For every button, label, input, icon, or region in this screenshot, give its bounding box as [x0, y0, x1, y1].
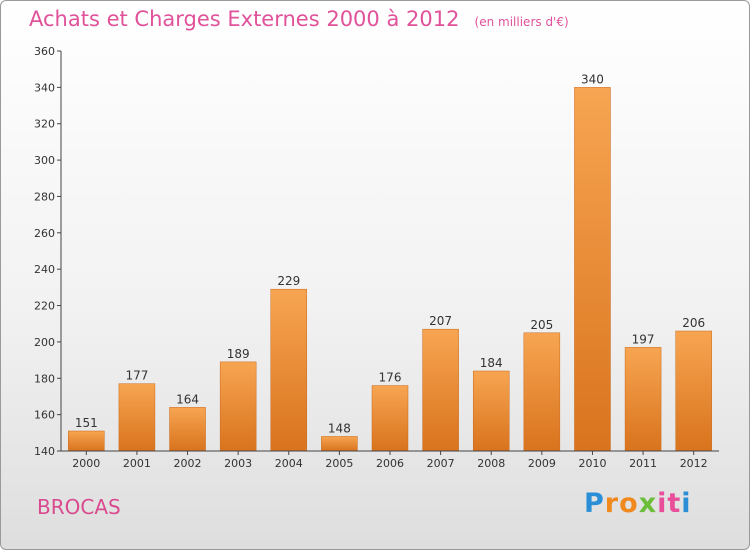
data-label: 229	[277, 274, 300, 288]
y-tick-label: 300	[34, 154, 55, 167]
logo-letter: r	[604, 488, 620, 519]
x-tick-label: 2010	[578, 457, 606, 470]
proxiti-logo: Proxiti	[584, 488, 692, 519]
x-tick-label: 2008	[477, 457, 505, 470]
y-tick-label: 220	[34, 300, 55, 313]
bar	[422, 328, 459, 452]
bar	[321, 436, 358, 452]
chart-title: Achats et Charges Externes 2000 à 2012	[29, 7, 460, 31]
data-label: 189	[227, 347, 250, 361]
x-tick-label: 2005	[325, 457, 353, 470]
bar	[219, 361, 257, 452]
x-tick-label: 2012	[680, 457, 708, 470]
data-label: 206	[682, 316, 705, 330]
data-label: 177	[125, 369, 148, 383]
y-tick-label: 260	[34, 227, 55, 240]
logo-letter: o	[619, 488, 639, 519]
bar	[523, 332, 561, 452]
data-label: 164	[176, 392, 199, 406]
logo-letter: t	[667, 488, 682, 519]
bar	[169, 407, 206, 452]
data-label: 340	[581, 72, 604, 86]
logo-letter: x	[638, 488, 658, 519]
x-tick-label: 2011	[629, 457, 657, 470]
bar-series	[68, 87, 712, 452]
x-tick-label: 2004	[275, 457, 303, 470]
data-label: 205	[530, 318, 553, 332]
y-tick-label: 140	[34, 445, 55, 458]
x-tick-label: 2006	[376, 457, 404, 470]
y-tick-label: 340	[34, 81, 55, 94]
data-label: 184	[480, 356, 503, 370]
y-tick-label: 360	[34, 45, 55, 58]
logo-letter: i	[657, 488, 668, 519]
y-tick-label: 280	[34, 190, 55, 203]
data-label: 207	[429, 314, 452, 328]
y-tick-label: 160	[34, 409, 55, 422]
bar	[371, 385, 409, 452]
bar	[624, 347, 662, 452]
y-tick-label: 320	[34, 118, 55, 131]
y-tick-label: 180	[34, 372, 55, 385]
bar	[675, 330, 712, 452]
bar	[472, 370, 510, 452]
bar	[118, 383, 156, 452]
x-tick-label: 2009	[528, 457, 556, 470]
x-tick-label: 2000	[72, 457, 100, 470]
data-label: 176	[379, 371, 402, 385]
y-tick-label: 200	[34, 336, 55, 349]
bar	[68, 430, 105, 452]
value-labels: 151 177 164 189 229 148 176 207 184 205 340 197 206	[75, 72, 705, 435]
bar	[574, 87, 611, 452]
y-tick-label: 240	[34, 263, 55, 276]
logo-letter: i	[681, 488, 692, 519]
x-tick-label: 2001	[123, 457, 151, 470]
logo-letter: P	[584, 488, 605, 519]
commune-name: BROCAS	[37, 495, 121, 519]
x-tick-label: 2002	[174, 457, 202, 470]
data-label: 197	[632, 332, 655, 346]
chart-unit-note: (en milliers d'€)	[474, 15, 569, 29]
axes: 140 160 180 200 220 240 260 280 300 320 340 360 2000…	[34, 45, 719, 470]
chart-title-block: Achats et Charges Externes 2000 à 2012 (…	[29, 7, 569, 31]
x-tick-label: 2003	[224, 457, 252, 470]
data-label: 151	[75, 416, 98, 430]
data-label: 148	[328, 421, 351, 435]
x-tick-label: 2007	[427, 457, 455, 470]
bar	[270, 288, 308, 452]
